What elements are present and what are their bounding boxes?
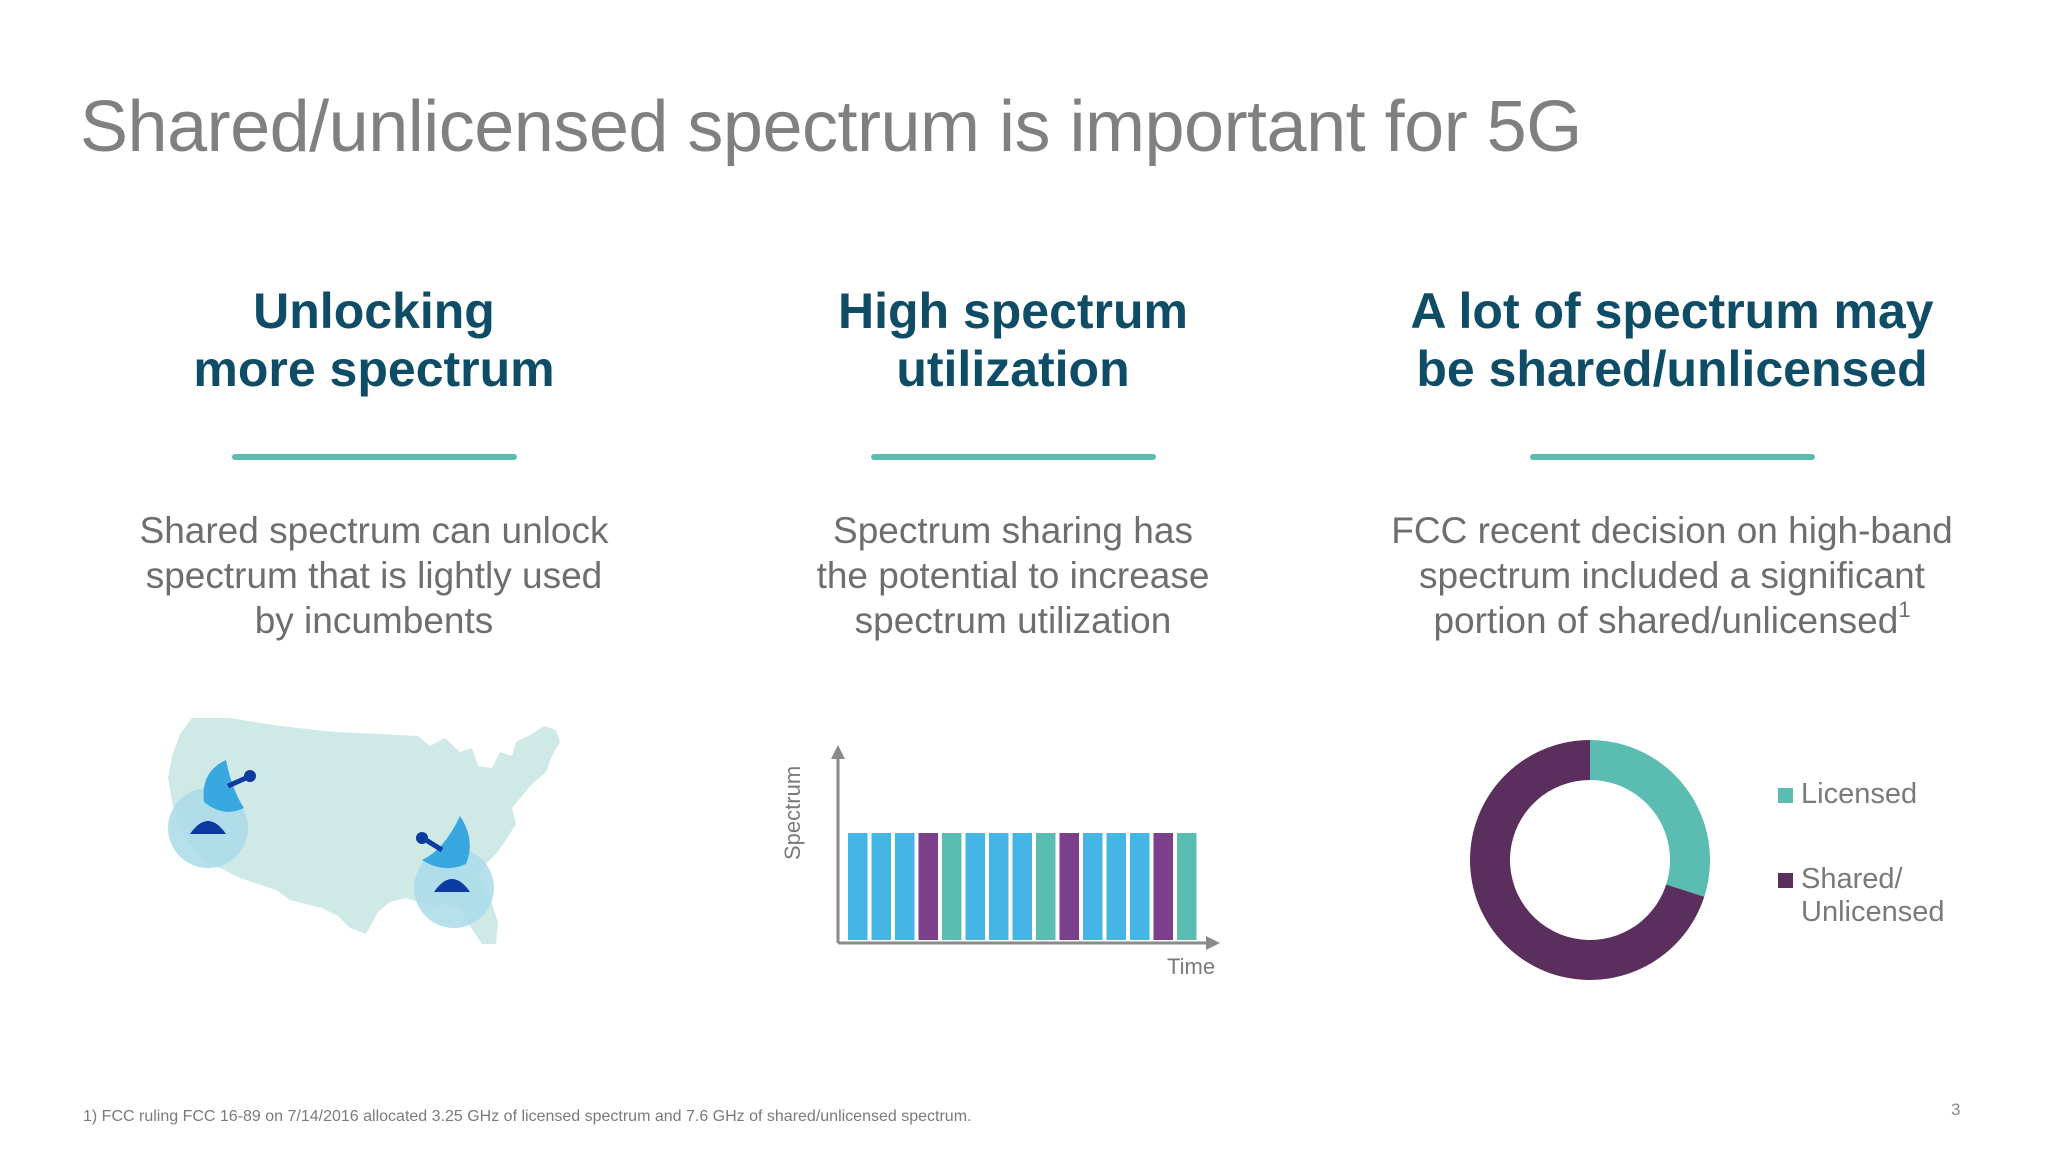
y-axis-label: Spectrum bbox=[780, 765, 805, 860]
column-heading: High spectrum utilization bbox=[703, 282, 1323, 398]
accent-divider bbox=[1529, 454, 1815, 460]
dish-arm bbox=[424, 837, 444, 853]
bar-blue bbox=[965, 833, 985, 940]
satellite-dish-icon bbox=[422, 816, 470, 869]
y-axis-arrow bbox=[831, 745, 845, 759]
bar-teal bbox=[1177, 833, 1197, 940]
bar-blue bbox=[1130, 833, 1150, 940]
column-heading: Unlocking more spectrum bbox=[64, 282, 684, 398]
body-line: spectrum included a significant bbox=[1419, 555, 1925, 596]
column-body: Spectrum sharing has the potential to in… bbox=[703, 508, 1323, 643]
dish-base bbox=[190, 821, 226, 834]
dish-arm bbox=[226, 775, 248, 789]
bar-blue bbox=[871, 833, 891, 940]
bars-group bbox=[848, 833, 1197, 940]
legend-label: Shared/ Unlicensed bbox=[1801, 863, 1944, 929]
spectrum-donut-chart bbox=[1470, 740, 1710, 980]
body-line: the potential to increase bbox=[816, 555, 1210, 596]
body-line: Shared spectrum can unlock bbox=[139, 510, 609, 551]
bar-blue bbox=[989, 833, 1009, 940]
body-line: spectrum utilization bbox=[854, 600, 1172, 641]
bar-blue bbox=[848, 833, 868, 940]
body-line: Spectrum sharing has bbox=[833, 510, 1193, 551]
body-line: by incumbents bbox=[254, 600, 494, 641]
donut-legend: Licensed Shared/ Unlicensed bbox=[1778, 778, 1944, 929]
body-line: portion of shared/unlicensed1 bbox=[1362, 598, 1982, 643]
column-body: FCC recent decision on high-band spectru… bbox=[1362, 508, 1982, 643]
bar-blue bbox=[895, 833, 915, 940]
bar-blue bbox=[1083, 833, 1103, 940]
x-axis-label: Time bbox=[1167, 954, 1216, 979]
page-number: 3 bbox=[1951, 1100, 1961, 1119]
body-line: spectrum that is lightly used bbox=[145, 555, 603, 596]
bar-purple bbox=[1153, 833, 1173, 940]
legend-item-licensed: Licensed bbox=[1778, 778, 1944, 811]
column-unlocking: Unlocking more spectrum Shared spectrum … bbox=[64, 282, 684, 643]
footnote: 1) FCC ruling FCC 16-89 on 7/14/2016 all… bbox=[83, 1108, 972, 1125]
bar-teal bbox=[942, 833, 962, 940]
heading-line: more spectrum bbox=[193, 341, 555, 397]
bar-blue bbox=[1106, 833, 1126, 940]
bar-teal bbox=[1036, 833, 1056, 940]
x-axis-arrow bbox=[1206, 936, 1220, 950]
legend-item-shared: Shared/ Unlicensed bbox=[1778, 863, 1944, 929]
dish-base bbox=[434, 879, 470, 892]
accent-divider bbox=[870, 454, 1156, 460]
dish-feed bbox=[244, 770, 256, 782]
heading-line: A lot of spectrum may bbox=[1410, 283, 1934, 339]
slide-title: Shared/unlicensed spectrum is important … bbox=[80, 87, 1582, 167]
column-heading: A lot of spectrum may be shared/unlicens… bbox=[1362, 282, 1982, 398]
body-line-text: portion of shared/unlicensed bbox=[1433, 600, 1899, 641]
bar-purple bbox=[918, 833, 938, 940]
legend-label: Licensed bbox=[1801, 778, 1917, 811]
heading-line: Unlocking bbox=[253, 283, 495, 339]
donut-group bbox=[1470, 740, 1710, 980]
satellite-dish-icon bbox=[203, 760, 244, 812]
heading-line: High spectrum bbox=[837, 283, 1189, 339]
spectrum-usage-chart bbox=[831, 745, 1220, 950]
footnote-marker: 1 bbox=[1898, 597, 1911, 622]
accent-divider bbox=[231, 454, 517, 460]
body-line: FCC recent decision on high-band bbox=[1391, 510, 1953, 551]
heading-line: utilization bbox=[896, 341, 1130, 397]
column-utilization: High spectrum utilization Spectrum shari… bbox=[703, 282, 1323, 643]
slice-shared bbox=[1470, 740, 1705, 980]
legend-line: Licensed bbox=[1801, 778, 1918, 810]
column-shared: A lot of spectrum may be shared/unlicens… bbox=[1362, 282, 1982, 643]
dish-feed bbox=[416, 832, 428, 844]
column-body: Shared spectrum can unlock spectrum that… bbox=[64, 508, 684, 643]
us-map-icon bbox=[168, 718, 560, 944]
legend-swatch bbox=[1778, 788, 1793, 803]
bar-blue bbox=[1012, 833, 1032, 940]
legend-line: Shared/ bbox=[1801, 863, 1903, 895]
heading-line: be shared/unlicensed bbox=[1416, 341, 1928, 397]
slice-licensed bbox=[1590, 740, 1710, 897]
legend-swatch bbox=[1778, 873, 1793, 888]
legend-line: Unlicensed bbox=[1801, 896, 1945, 928]
bar-purple bbox=[1059, 833, 1079, 940]
